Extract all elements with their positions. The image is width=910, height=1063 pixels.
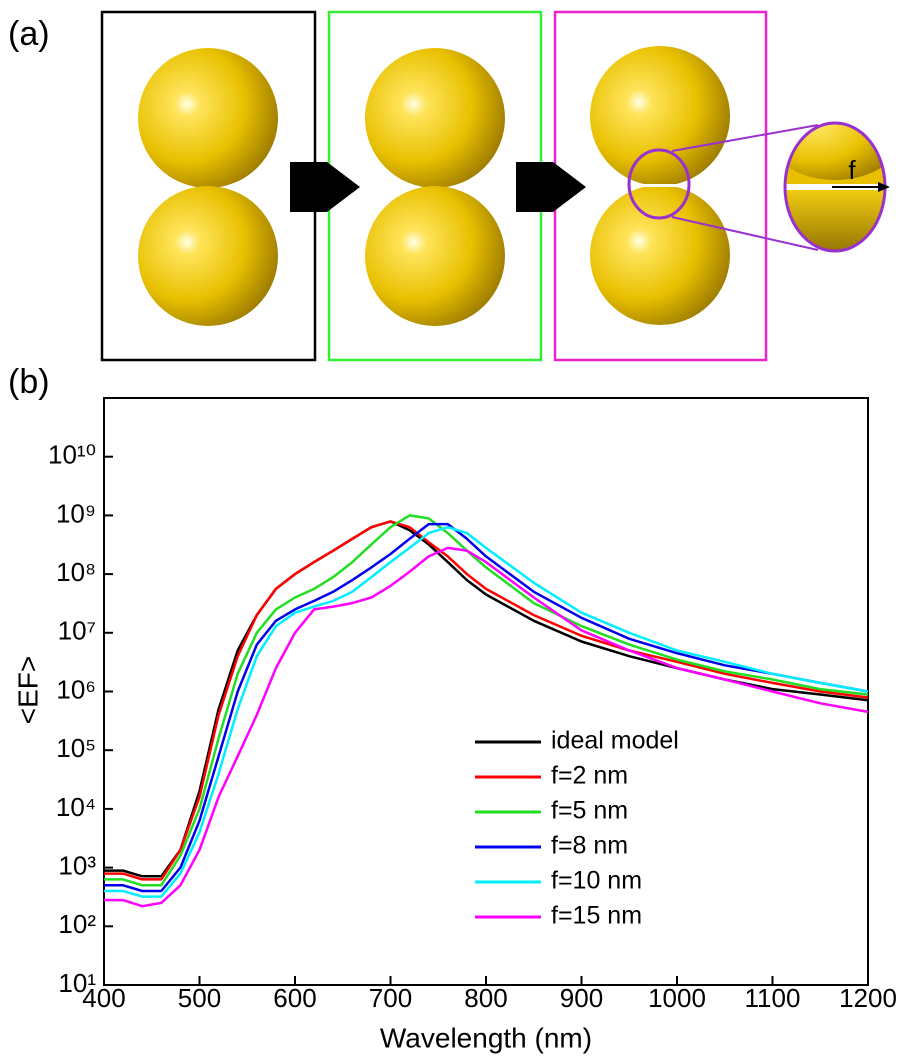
x-tick-label: 500: [178, 983, 221, 1013]
series-line: [104, 514, 869, 887]
sphere: [138, 186, 278, 326]
panel-label: (a): [8, 15, 50, 53]
zoom-line: [671, 124, 819, 152]
y-tick-label: 10⁸: [56, 557, 96, 587]
y-tick-label: 10⁵: [56, 733, 96, 763]
zoom-region: [627, 148, 691, 220]
y-tick-label: 10³: [58, 850, 96, 880]
x-tick-label: 1100: [745, 983, 801, 1013]
legend-label: ideal model: [551, 727, 679, 755]
zoom-inset: [785, 123, 885, 251]
sphere: [590, 46, 730, 186]
gap-arrowhead: [878, 182, 890, 192]
x-tick-label: 600: [273, 983, 316, 1013]
gap: [625, 184, 695, 187]
panel-label: (b): [8, 363, 50, 401]
x-tick-label: 700: [369, 983, 412, 1013]
y-tick-label: 10¹: [58, 968, 96, 998]
x-tick-label: 1200: [839, 983, 897, 1013]
arrow: [290, 162, 360, 212]
arrow: [516, 162, 586, 212]
series-line: [104, 546, 869, 908]
y-tick-label: 10¹⁰: [48, 440, 96, 470]
x-tick-label: 800: [464, 983, 507, 1013]
legend-label: f=2 nm: [551, 762, 628, 790]
series-line: [104, 522, 869, 893]
sphere: [365, 48, 505, 188]
sphere: [138, 48, 278, 188]
plot-frame: [103, 397, 869, 986]
diagram: f: [100, 10, 890, 362]
y-axis-label: <EF>: [12, 656, 43, 724]
series-line: [104, 520, 869, 878]
upper-cap-shade: [785, 123, 885, 180]
y-tick-label: 10⁴: [56, 792, 96, 822]
inset-label: f: [848, 155, 856, 185]
y-tick-label: 10²: [58, 909, 96, 939]
legend-label: f=15 nm: [551, 902, 642, 930]
sphere: [365, 186, 505, 326]
zoom-line: [671, 216, 819, 251]
series-line: [104, 520, 869, 881]
x-tick-label: 900: [560, 983, 603, 1013]
legend-label: f=5 nm: [551, 797, 628, 825]
y-tick-label: 10⁷: [58, 616, 96, 646]
x-axis-label: Wavelength (nm): [380, 1022, 592, 1053]
legend-label: f=10 nm: [551, 867, 642, 895]
y-tick-label: 10⁶: [56, 674, 96, 704]
series-line: [104, 525, 869, 898]
x-tick-label: 1000: [648, 983, 706, 1013]
legend-label: f=8 nm: [551, 832, 628, 860]
x-tick-label: 400: [82, 983, 125, 1013]
y-tick-label: 10⁹: [56, 498, 96, 528]
sphere: [590, 185, 730, 325]
